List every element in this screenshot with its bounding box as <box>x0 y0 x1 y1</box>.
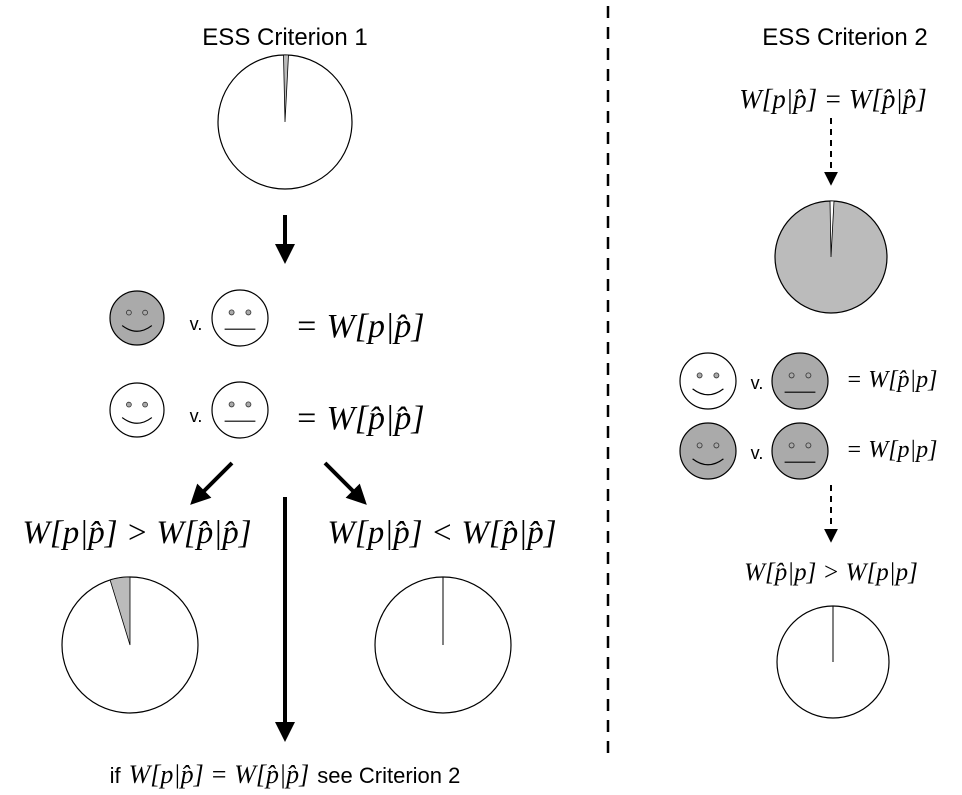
pie <box>61 576 199 714</box>
eye <box>228 309 235 316</box>
smiling-face <box>679 422 737 480</box>
pie <box>217 54 353 190</box>
eye <box>805 372 812 379</box>
face <box>679 422 737 480</box>
eye <box>788 372 795 379</box>
formula: = W[p|p] <box>846 437 937 463</box>
eye <box>805 442 812 449</box>
smiling-face <box>109 382 165 438</box>
condition: W[p|p̂] = W[p̂|p̂] <box>739 84 927 114</box>
neutral-face <box>211 381 269 439</box>
eye <box>245 309 252 316</box>
neutral-face <box>771 352 829 410</box>
separator: v. <box>190 314 203 334</box>
eye <box>228 401 235 408</box>
branch-label: W[p|p̂] > W[p̂|p̂] <box>22 515 251 551</box>
footer: if W[p|p̂] = W[p̂|p̂] see Criterion 2 <box>110 760 461 789</box>
footer-formula: W[p|p̂] = W[p̂|p̂] <box>129 760 310 789</box>
separator: v. <box>751 373 764 393</box>
pie <box>776 605 890 719</box>
separator: v. <box>751 443 764 463</box>
eye <box>142 309 148 316</box>
eye <box>126 401 132 408</box>
footer-suffix: see Criterion 2 <box>317 763 460 788</box>
face <box>211 381 269 439</box>
eye <box>245 401 252 408</box>
face <box>679 352 737 410</box>
neutral-face <box>211 289 269 347</box>
mouth <box>121 417 153 424</box>
mouth <box>692 458 724 466</box>
eye <box>696 442 703 449</box>
eye <box>126 309 132 316</box>
neutral-face <box>771 422 829 480</box>
eye <box>142 401 148 408</box>
formula: = W[p|p̂] <box>295 308 425 345</box>
title: ESS Criterion 1 <box>202 24 367 51</box>
pie <box>374 576 512 714</box>
formula: = W[p̂|p̂] <box>295 400 425 437</box>
formula: = W[p̂|p] <box>846 367 937 393</box>
eye <box>713 372 720 379</box>
face <box>109 382 165 438</box>
smiling-face <box>679 352 737 410</box>
eye <box>696 372 703 379</box>
mouth <box>121 325 153 332</box>
smiling-face <box>109 290 165 346</box>
face <box>109 290 165 346</box>
mouth <box>692 388 724 396</box>
eye <box>788 442 795 449</box>
face <box>771 352 829 410</box>
face <box>771 422 829 480</box>
pie <box>774 200 888 314</box>
title: ESS Criterion 2 <box>762 24 927 51</box>
branch-label: W[p|p̂] < W[p̂|p̂] <box>327 515 556 551</box>
eye <box>713 442 720 449</box>
arrow <box>323 461 367 505</box>
face <box>211 289 269 347</box>
footer-prefix: if <box>110 763 122 788</box>
arrow <box>190 461 234 505</box>
result: W[p̂|p] > W[p|p] <box>744 559 918 586</box>
separator: v. <box>190 406 203 426</box>
